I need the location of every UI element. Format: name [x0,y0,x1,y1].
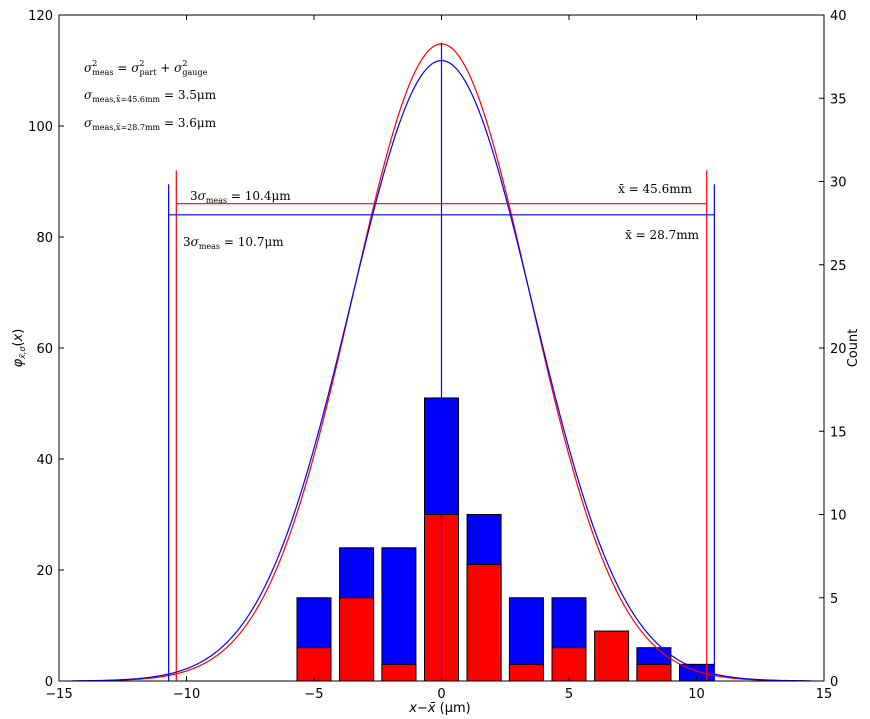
red-bar [339,597,375,682]
y-right-axis-label: Count [846,329,861,368]
red-bar [551,647,587,682]
x-tick-label: −5 [304,687,323,702]
y-right-tick-label: 10 [830,509,847,524]
x-tick-label: 10 [688,687,705,702]
red-xbar-annotation: x̄ = 45.6mm [618,182,693,196]
y-right-tick-label: 30 [830,176,847,191]
x-tick-label: 15 [816,687,833,702]
red-width-annotation: 3σmeas = 10.4μm [190,189,291,205]
formula-variance: σ2 meas = σ2 part + σ2 gauge [84,59,208,77]
y-left-tick-label: 60 [36,342,53,357]
y-left-axis-label: φx̄,σ(x) [11,329,27,368]
y-left-tick-label: 100 [28,120,53,135]
x-axis-label: x−x̄ (μm) [408,701,471,716]
y-left-tick-label: 20 [36,564,53,579]
red-bar [636,663,672,682]
y-right-tick-label: 20 [830,342,847,357]
y-right-tick-label: 25 [830,259,847,274]
formula-sigma-45: σmeas,x̄=45.6mm = 3.5μm [84,88,217,104]
y-left-tick-label: 40 [36,453,53,468]
red-bar [466,563,502,682]
blue-width-annotation: 3σmeas = 10.7μm [183,235,284,251]
y-left-tick-label: 0 [45,675,53,690]
y-right-tick-label: 0 [830,675,838,690]
y-left-tick-label: 120 [28,9,53,24]
blue-bar [381,547,417,682]
lines-layer [168,42,715,681]
y-right-tick-label: 35 [830,92,847,107]
red-bar [594,630,630,682]
y-left-tick-label: 80 [36,231,53,246]
ticks-layer: −15 −10 −5 0 5 10 1502040608010012005101520253… [28,9,846,702]
y-right-tick-label: 5 [830,592,838,607]
red-bar [296,647,332,682]
x-tick-label: −10 [173,687,200,702]
x-tick-label: 0 [437,687,445,702]
x-tick-label: 5 [565,687,573,702]
y-right-tick-label: 40 [830,9,847,24]
y-right-tick-label: 15 [830,425,847,440]
red-bar [381,663,417,682]
blue-xbar-annotation: x̄ = 28.7mm [625,228,700,242]
red-bar [508,663,544,682]
formula-sigma-28: σmeas,x̄=28.7mm = 3.6μm [84,116,217,132]
x-tick-label: −15 [45,687,72,702]
